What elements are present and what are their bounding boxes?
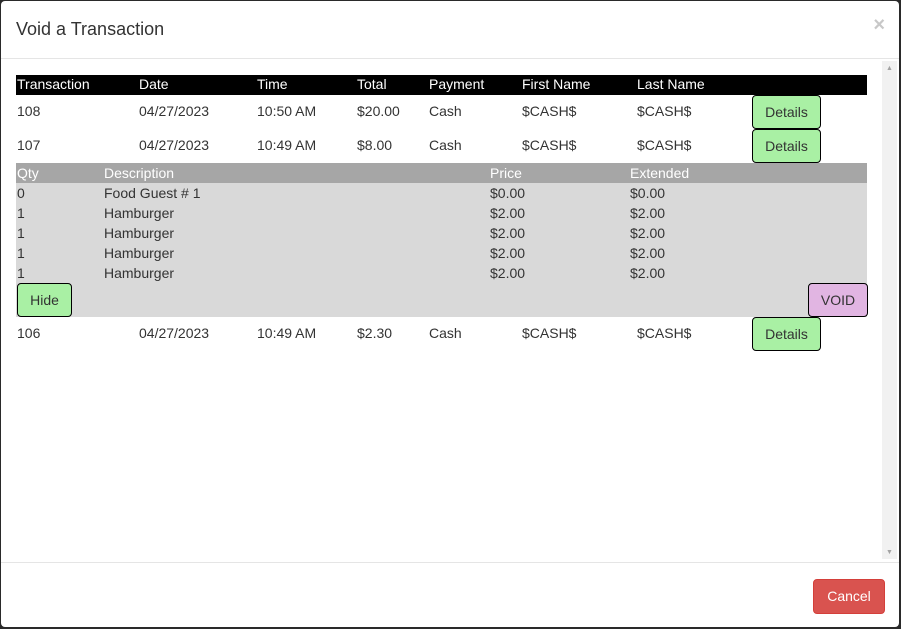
transaction-first-name: $CASH$ bbox=[522, 137, 577, 153]
item-extended: $2.00 bbox=[630, 205, 666, 221]
transaction-first-name: $CASH$ bbox=[522, 325, 577, 341]
transaction-payment: Cash bbox=[429, 137, 462, 153]
scrollbar-thumb[interactable] bbox=[884, 75, 895, 545]
header-transaction: Transaction bbox=[17, 76, 90, 92]
header-description: Description bbox=[104, 165, 175, 181]
item-price: $2.00 bbox=[490, 225, 526, 241]
transactions-scroll-area: Transaction Date Time Total Payment Firs… bbox=[16, 59, 882, 561]
item-qty: 1 bbox=[17, 265, 25, 281]
header-qty: Qty bbox=[17, 165, 39, 181]
item-price: $0.00 bbox=[490, 185, 526, 201]
item-extended: $2.00 bbox=[630, 245, 666, 261]
transaction-total: $2.30 bbox=[357, 325, 393, 341]
transaction-time: 10:50 AM bbox=[257, 103, 317, 119]
transaction-number: 107 bbox=[17, 137, 41, 153]
item-qty: 1 bbox=[17, 225, 25, 241]
close-icon[interactable]: × bbox=[873, 14, 885, 36]
transaction-details-panel: Qty Description Price Extended 0 Food Gu… bbox=[16, 163, 868, 317]
table-row: 108 04/27/2023 10:50 AM $20.00 Cash $CAS… bbox=[16, 95, 867, 129]
modal-title: Void a Transaction bbox=[16, 19, 165, 39]
details-button[interactable]: Details bbox=[752, 317, 821, 351]
transaction-time: 10:49 AM bbox=[257, 137, 317, 153]
item-description: Hamburger bbox=[104, 205, 175, 221]
detail-line-item: 0 Food Guest # 1 $0.00 $0.00 bbox=[16, 183, 867, 203]
modal-header: Void a Transaction × bbox=[1, 1, 899, 59]
transaction-number: 106 bbox=[17, 325, 41, 341]
hide-button[interactable]: Hide bbox=[17, 283, 72, 317]
transaction-total: $20.00 bbox=[357, 103, 400, 119]
modal-body: Transaction Date Time Total Payment Firs… bbox=[1, 59, 899, 561]
item-extended: $2.00 bbox=[630, 225, 666, 241]
transaction-last-name: $CASH$ bbox=[637, 103, 692, 119]
item-price: $2.00 bbox=[490, 265, 526, 281]
transaction-number: 108 bbox=[17, 103, 41, 119]
transactions-header-row: Transaction Date Time Total Payment Firs… bbox=[16, 75, 867, 95]
transaction-last-name: $CASH$ bbox=[637, 325, 692, 341]
item-qty: 0 bbox=[17, 185, 25, 201]
header-extended: Extended bbox=[630, 165, 690, 181]
details-button[interactable]: Details bbox=[752, 129, 821, 163]
vertical-scrollbar[interactable]: ▲ ▼ bbox=[882, 61, 897, 559]
transaction-payment: Cash bbox=[429, 325, 462, 341]
item-price: $2.00 bbox=[490, 205, 526, 221]
transaction-date: 04/27/2023 bbox=[139, 137, 210, 153]
transaction-time: 10:49 AM bbox=[257, 325, 317, 341]
transaction-date: 04/27/2023 bbox=[139, 103, 210, 119]
void-button[interactable]: VOID bbox=[808, 283, 868, 317]
detail-line-item: 1 Hamburger $2.00 $2.00 bbox=[16, 203, 867, 223]
detail-line-item: 1 Hamburger $2.00 $2.00 bbox=[16, 223, 867, 243]
header-price: Price bbox=[490, 165, 522, 181]
header-payment: Payment bbox=[429, 76, 485, 92]
detail-line-item: 1 Hamburger $2.00 $2.00 bbox=[16, 263, 867, 283]
item-price: $2.00 bbox=[490, 245, 526, 261]
header-first-name: First Name bbox=[522, 76, 591, 92]
item-qty: 1 bbox=[17, 205, 25, 221]
item-description: Food Guest # 1 bbox=[104, 185, 201, 201]
transaction-date: 04/27/2023 bbox=[139, 325, 210, 341]
transaction-payment: Cash bbox=[429, 103, 462, 119]
details-button[interactable]: Details bbox=[752, 95, 821, 129]
table-row: 106 04/27/2023 10:49 AM $2.30 Cash $CASH… bbox=[16, 317, 867, 351]
details-header-row: Qty Description Price Extended bbox=[16, 163, 867, 183]
item-extended: $2.00 bbox=[630, 265, 666, 281]
header-date: Date bbox=[139, 76, 169, 92]
transaction-total: $8.00 bbox=[357, 137, 393, 153]
cancel-button[interactable]: Cancel bbox=[813, 579, 885, 614]
transaction-first-name: $CASH$ bbox=[522, 103, 577, 119]
item-description: Hamburger bbox=[104, 265, 175, 281]
item-description: Hamburger bbox=[104, 225, 175, 241]
transaction-last-name: $CASH$ bbox=[637, 137, 692, 153]
header-time: Time bbox=[257, 76, 288, 92]
item-extended: $0.00 bbox=[630, 185, 666, 201]
header-total: Total bbox=[357, 76, 387, 92]
scroll-down-arrow-icon[interactable]: ▼ bbox=[886, 549, 893, 556]
item-description: Hamburger bbox=[104, 245, 175, 261]
detail-line-item: 1 Hamburger $2.00 $2.00 bbox=[16, 243, 867, 263]
modal-footer: Cancel bbox=[1, 562, 899, 627]
header-last-name: Last Name bbox=[637, 76, 705, 92]
scroll-up-arrow-icon[interactable]: ▲ bbox=[886, 65, 893, 72]
item-qty: 1 bbox=[17, 245, 25, 261]
table-row: 107 04/27/2023 10:49 AM $8.00 Cash $CASH… bbox=[16, 129, 867, 163]
